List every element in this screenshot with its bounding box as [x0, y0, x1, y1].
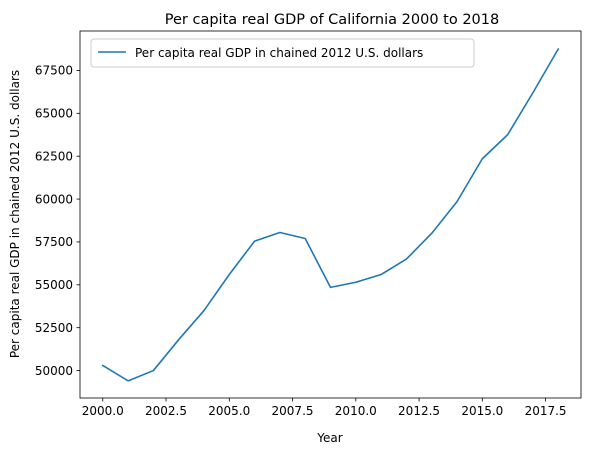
y-tick-label: 50000	[35, 364, 73, 378]
x-tick-label: 2010.0	[335, 404, 377, 418]
series-layer	[101, 48, 560, 382]
x-tick-label: 2005.0	[208, 404, 250, 418]
x-tick-label: 2015.0	[461, 404, 503, 418]
legend-box	[90, 38, 475, 68]
y-tick-label: 55000	[35, 278, 73, 292]
y-tick-label: 52500	[35, 321, 73, 335]
x-axis-ticks: 2000.0 2002.5 2005.0 2007.5 2010.0 2012.5 2015…	[82, 398, 567, 418]
x-axis-label: Year	[316, 431, 342, 445]
y-tick-label: 65000	[35, 107, 73, 121]
y-axis-label: Per capita real GDP in chained 2012 U.S.…	[8, 70, 22, 358]
legend: Per capita real GDP in chained 2012 U.S.…	[90, 38, 475, 68]
series-line-0	[101, 48, 560, 382]
plot-area-frame	[79, 30, 582, 399]
x-tick-label: 2012.5	[398, 404, 440, 418]
x-tick-label: 2007.5	[272, 404, 314, 418]
chart-title: Per capita real GDP of California 2000 t…	[165, 12, 499, 28]
y-tick-label: 62500	[35, 149, 73, 163]
x-tick-label: 2000.0	[82, 404, 124, 418]
y-tick-label: 60000	[35, 192, 73, 206]
x-tick-label: 2002.5	[145, 404, 187, 418]
y-axis-ticks: 50000 52500 55000 57500 60000 62500 65000 67500	[35, 64, 80, 378]
y-tick-label: 67500	[35, 64, 73, 78]
y-tick-label: 57500	[35, 235, 73, 249]
legend-label: Per capita real GDP in chained 2012 U.S.…	[135, 46, 423, 60]
x-tick-label: 2017.5	[525, 404, 567, 418]
